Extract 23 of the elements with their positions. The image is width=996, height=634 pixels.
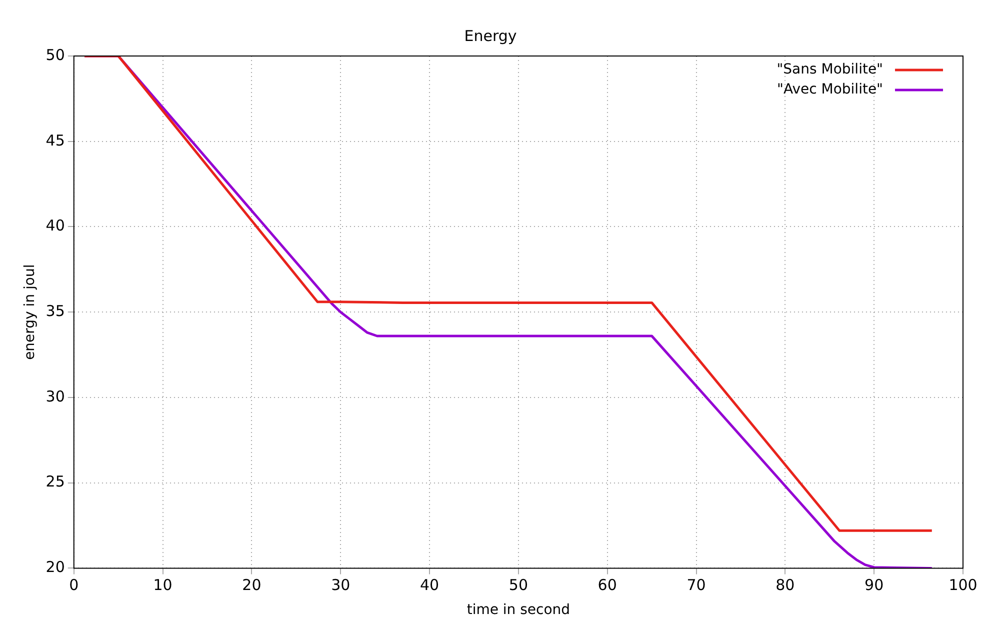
x-tick-label: 30 bbox=[331, 576, 350, 594]
x-tick-label: 60 bbox=[598, 576, 617, 594]
legend-label: "Sans Mobilite" bbox=[776, 62, 883, 78]
y-tick-label: 45 bbox=[46, 131, 65, 150]
x-tick-label: 100 bbox=[948, 576, 978, 594]
x-axis-title: time in second bbox=[466, 602, 570, 618]
x-tick-label: 50 bbox=[508, 576, 528, 594]
x-tick-label: 10 bbox=[153, 576, 172, 594]
y-tick-label: 50 bbox=[46, 46, 65, 64]
y-tick-label: 20 bbox=[46, 558, 65, 576]
x-tick-label: 90 bbox=[864, 576, 884, 594]
chart-title: Energy bbox=[464, 26, 517, 45]
y-tick-label: 30 bbox=[46, 387, 65, 406]
y-tick-label: 40 bbox=[46, 216, 65, 235]
y-tick-label: 35 bbox=[46, 302, 65, 320]
x-tick-label: 20 bbox=[242, 576, 262, 594]
legend-label: "Avec Mobilite" bbox=[777, 82, 883, 98]
y-axis-title: energy in joul bbox=[22, 264, 38, 360]
x-tick-label: 40 bbox=[420, 576, 440, 594]
x-tick-label: 80 bbox=[776, 576, 795, 594]
x-tick-label: 70 bbox=[686, 576, 706, 594]
y-tick-label: 25 bbox=[46, 472, 65, 491]
x-tick-label: 0 bbox=[69, 576, 79, 594]
